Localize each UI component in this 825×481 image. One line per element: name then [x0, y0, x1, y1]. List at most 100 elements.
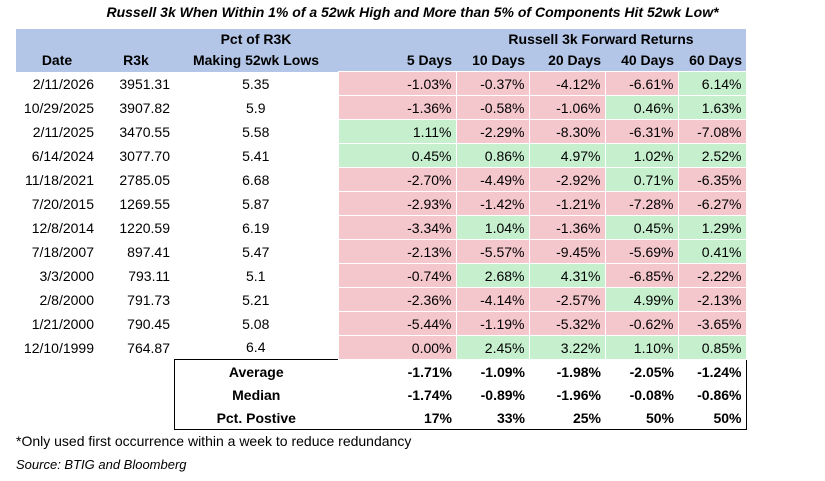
return-cell: -4.14%: [455, 287, 530, 312]
col-header-date: Date: [16, 50, 98, 72]
summary-value: 25%: [529, 406, 605, 430]
summary-row: Average -1.71% -1.09% -1.98% -2.05% -1.24%: [16, 359, 747, 384]
date-cell: 7/18/2007: [31, 243, 94, 260]
col-header-r3k: R3k: [98, 50, 174, 72]
summary-label: Pct. Postive: [173, 406, 338, 430]
r3k-cell: 2785.05: [119, 171, 170, 188]
return-cell: -7.28%: [604, 191, 679, 216]
table-row: 3/3/2000 793.11 5.1 -0.74% 2.68% 4.31% -6.85% -…: [16, 263, 747, 288]
return-cell: 0.41%: [677, 239, 747, 264]
return-cell: 4.97%: [528, 143, 606, 168]
date-cell: 7/20/2015: [31, 195, 94, 212]
return-cell: 0.85%: [677, 335, 747, 360]
return-cell: -0.58%: [455, 95, 530, 120]
return-cell: -1.03%: [337, 71, 457, 96]
return-cell: -0.37%: [455, 71, 530, 96]
table-row: 7/18/2007 897.41 5.47 -2.13% -5.57% -9.45% -5.…: [16, 239, 747, 264]
table-row: 10/29/2025 3907.82 5.9 -1.36% -0.58% -1.06% 0.…: [16, 95, 747, 120]
return-cell: 1.02%: [604, 143, 679, 168]
summary-spacer: [98, 360, 174, 384]
pct-lows-cell: 5.58: [242, 123, 270, 140]
return-cell: 0.00%: [337, 335, 457, 360]
summary-spacer: [98, 383, 174, 406]
pct-lows-cell: 5.1: [246, 267, 266, 284]
summary-label: Average: [173, 359, 338, 383]
table-row: 11/18/2021 2785.05 6.68 -2.70% -4.49% -2.92% 0…: [16, 167, 747, 192]
col-header-60d: 60 Days: [678, 50, 746, 72]
date-cell: 10/29/2025: [23, 99, 94, 116]
source-note: Source: BTIG and Bloomberg: [16, 457, 187, 472]
pct-lows-cell: 5.35: [242, 75, 270, 92]
return-cell: -6.61%: [604, 71, 679, 96]
pct-lows-cell: 5.87: [242, 195, 270, 212]
return-cell: -7.08%: [677, 119, 747, 144]
date-cell: 1/21/2000: [31, 315, 94, 332]
col-header-40d: 40 Days: [605, 50, 678, 72]
return-cell: -2.22%: [677, 263, 747, 288]
col-header-10d: 10 Days: [456, 50, 529, 72]
table-row: 12/10/1999 764.87 6.4 0.00% 2.45% 3.22% 1.10% 0…: [16, 335, 747, 360]
pct-lows-cell: 6.68: [242, 171, 270, 188]
pct-lows-cell: 5.08: [242, 315, 270, 332]
returns-table: Pct of R3K Russell 3k Forward Returns Da…: [16, 29, 747, 430]
return-cell: -8.30%: [528, 119, 606, 144]
return-cell: -1.36%: [528, 215, 606, 240]
return-cell: -5.44%: [337, 311, 457, 336]
return-cell: -1.36%: [337, 95, 457, 120]
return-cell: 0.46%: [604, 95, 679, 120]
summary-value: -1.74%: [407, 386, 452, 403]
table-title: Russell 3k When Within 1% of a 52wk High…: [106, 4, 719, 20]
return-cell: 1.10%: [604, 335, 679, 360]
return-cell: -2.57%: [528, 287, 606, 312]
return-cell: -1.42%: [455, 191, 530, 216]
return-cell: -0.62%: [604, 311, 679, 336]
table-row: 2/8/2000 791.73 5.21 -2.36% -4.14% -2.57% 4.99…: [16, 287, 747, 312]
return-cell: -2.36%: [337, 287, 457, 312]
r3k-cell: 3907.82: [119, 99, 170, 116]
return-cell: 1.63%: [677, 95, 747, 120]
summary-value: -0.89%: [480, 386, 525, 403]
return-cell: -2.70%: [337, 167, 457, 192]
return-cell: -6.27%: [677, 191, 747, 216]
r3k-cell: 790.45: [127, 315, 170, 332]
return-cell: 4.31%: [528, 263, 606, 288]
return-cell: 1.11%: [337, 119, 457, 144]
r3k-cell: 791.73: [127, 291, 170, 308]
date-cell: 12/8/2014: [31, 219, 94, 236]
return-cell: 0.86%: [455, 143, 530, 168]
return-cell: -1.06%: [528, 95, 606, 120]
return-cell: 2.45%: [455, 335, 530, 360]
return-cell: -2.13%: [337, 239, 457, 264]
summary-value: -1.98%: [529, 359, 605, 383]
pct-lows-cell: 5.47: [242, 243, 270, 260]
return-cell: 0.45%: [337, 143, 457, 168]
return-cell: -6.85%: [604, 263, 679, 288]
summary-label: Median: [173, 383, 338, 406]
header-row-1: Pct of R3K Russell 3k Forward Returns: [16, 29, 746, 50]
summary-value: 50%: [678, 406, 747, 430]
r3k-cell: 3077.70: [119, 147, 170, 164]
r3k-cell: 3470.55: [119, 123, 170, 140]
r3k-cell: 764.87: [127, 339, 170, 356]
summary-row: Median -1.74% -0.89% -1.96% -0.08% -0.86%: [16, 383, 747, 406]
date-cell: 12/10/1999: [23, 339, 94, 356]
forward-returns-header: Russell 3k Forward Returns: [456, 29, 746, 50]
return-cell: -0.74%: [337, 263, 457, 288]
r3k-cell: 897.41: [127, 243, 170, 260]
return-cell: -2.13%: [677, 287, 747, 312]
return-cell: 1.29%: [677, 215, 747, 240]
table-row: 6/14/2024 3077.70 5.41 0.45% 0.86% 4.97% 1.02%…: [16, 143, 747, 168]
date-cell: 2/11/2026: [32, 75, 94, 92]
date-cell: 3/3/2000: [39, 267, 95, 284]
col-header-pct: Making 52wk Lows: [174, 50, 338, 72]
return-cell: 3.22%: [528, 335, 606, 360]
footnote: *Only used first occurrence within a wee…: [16, 433, 412, 449]
table-row: 2/11/2026 3951.31 5.35 -1.03% -0.37% -4.12% -6…: [16, 71, 747, 96]
summary-spacer: [16, 383, 98, 406]
summary-spacer: [16, 360, 98, 384]
r3k-cell: 1269.55: [119, 195, 170, 212]
return-cell: 6.14%: [677, 71, 747, 96]
table-row: 2/11/2025 3470.55 5.58 1.11% -2.29% -8.30% -6.…: [16, 119, 747, 144]
summary-value: -1.71%: [338, 359, 456, 383]
return-cell: -2.92%: [528, 167, 606, 192]
